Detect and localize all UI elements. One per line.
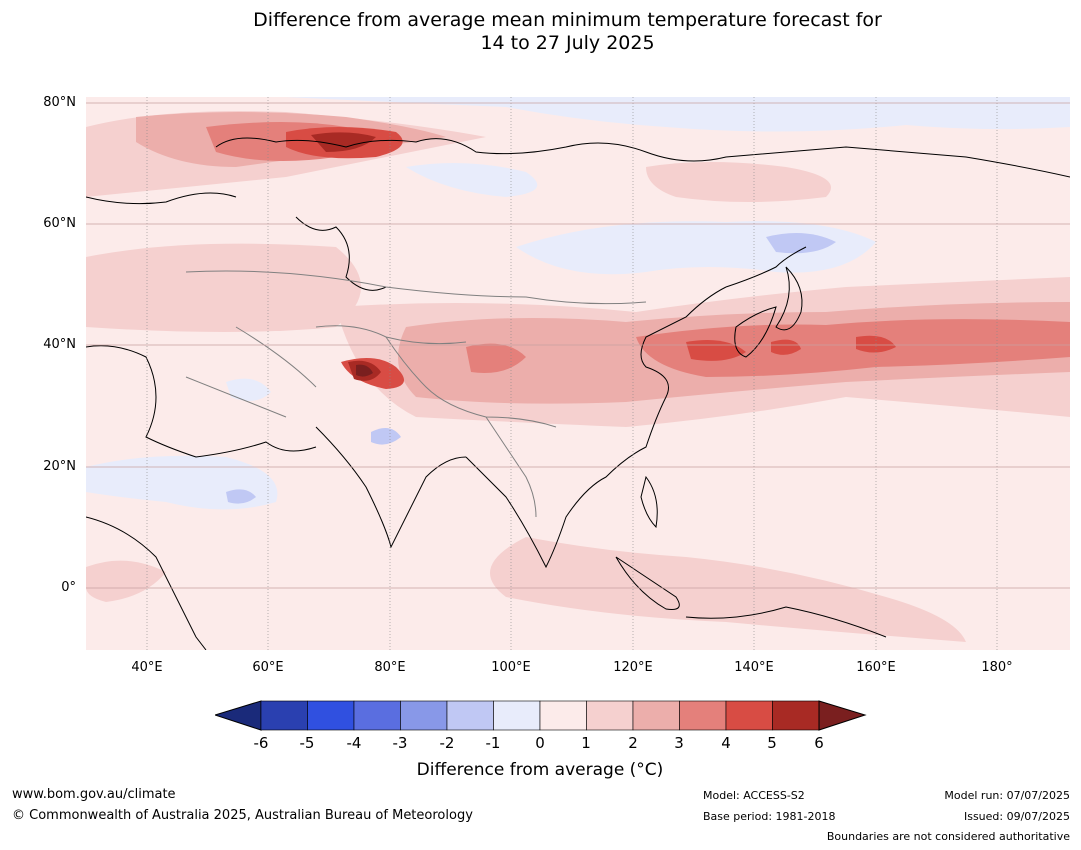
colorbar-tick: 6 — [814, 734, 824, 752]
colorbar-cell — [353, 700, 401, 731]
colorbar-tick: 3 — [674, 734, 684, 752]
colorbar-tick: -2 — [439, 734, 455, 752]
coastlines — [86, 137, 1070, 650]
colorbar-tick: -4 — [346, 734, 362, 752]
colorbar-tick: 1 — [581, 734, 591, 752]
colorbar-tick: -5 — [299, 734, 315, 752]
colorbar-cell — [539, 700, 587, 731]
lon-label: 120°E — [613, 660, 653, 675]
model-text: Model: ACCESS-S2 — [703, 789, 805, 802]
colorbar-cell — [679, 700, 727, 731]
colorbar-tick: -6 — [253, 734, 269, 752]
copyright-text: © Commonwealth of Australia 2025, Austra… — [12, 808, 473, 823]
graticule — [146, 97, 998, 650]
colorbar-extend-low — [215, 700, 262, 731]
boundaries-note: Boundaries are not considered authoritat… — [826, 830, 1070, 843]
lon-label: 100°E — [491, 660, 531, 675]
map-canvas — [86, 97, 1070, 650]
colorbar-cell — [772, 700, 820, 731]
colorbar — [215, 700, 867, 731]
model-run-text: Model run: 07/07/2025 — [944, 789, 1070, 802]
colorbar-cell — [493, 700, 541, 731]
colorbar-cell — [725, 700, 773, 731]
lat-label: 20°N — [43, 459, 76, 474]
colorbar-tick: -3 — [392, 734, 408, 752]
colorbar-tick: -1 — [485, 734, 501, 752]
lat-label: 80°N — [43, 95, 76, 110]
bom-url-link[interactable]: www.bom.gov.au/climate — [12, 787, 176, 802]
latitude-lines — [86, 102, 1070, 589]
colorbar-tick: 4 — [721, 734, 731, 752]
lon-label: 60°E — [252, 660, 284, 675]
colorbar-cell — [586, 700, 634, 731]
colorbar-cell — [307, 700, 355, 731]
colorbar-cell — [400, 700, 448, 731]
colorbar-tick: 5 — [767, 734, 777, 752]
issued-text: Issued: 09/07/2025 — [963, 810, 1070, 823]
lon-label: 180° — [981, 660, 1013, 675]
anomaly-map — [86, 97, 1070, 650]
colorbar-cell — [446, 700, 494, 731]
colorbar-tick: 2 — [628, 734, 638, 752]
country-borders — [185, 270, 647, 518]
lat-label: 60°N — [43, 216, 76, 231]
colorbar-extend-high — [818, 700, 867, 731]
lat-label: 40°N — [43, 337, 76, 352]
lon-label: 140°E — [734, 660, 774, 675]
lon-label: 40°E — [131, 660, 163, 675]
title-line-2: 14 to 27 July 2025 — [480, 32, 655, 54]
colorbar-tick: 0 — [535, 734, 545, 752]
cool-anomaly-areas — [86, 97, 1070, 510]
lat-label: 0° — [61, 580, 76, 595]
title-line-1: Difference from average mean minimum tem… — [253, 9, 882, 31]
lon-label: 160°E — [856, 660, 896, 675]
base-period-text: Base period: 1981-2018 — [703, 810, 836, 823]
colorbar-title: Difference from average (°C) — [416, 760, 664, 780]
lon-label: 80°E — [374, 660, 406, 675]
colorbar-cell — [260, 700, 308, 731]
warm-anomaly-areas — [86, 111, 1070, 642]
colorbar-cell — [632, 700, 680, 731]
map-title: Difference from average mean minimum tem… — [0, 9, 1081, 55]
